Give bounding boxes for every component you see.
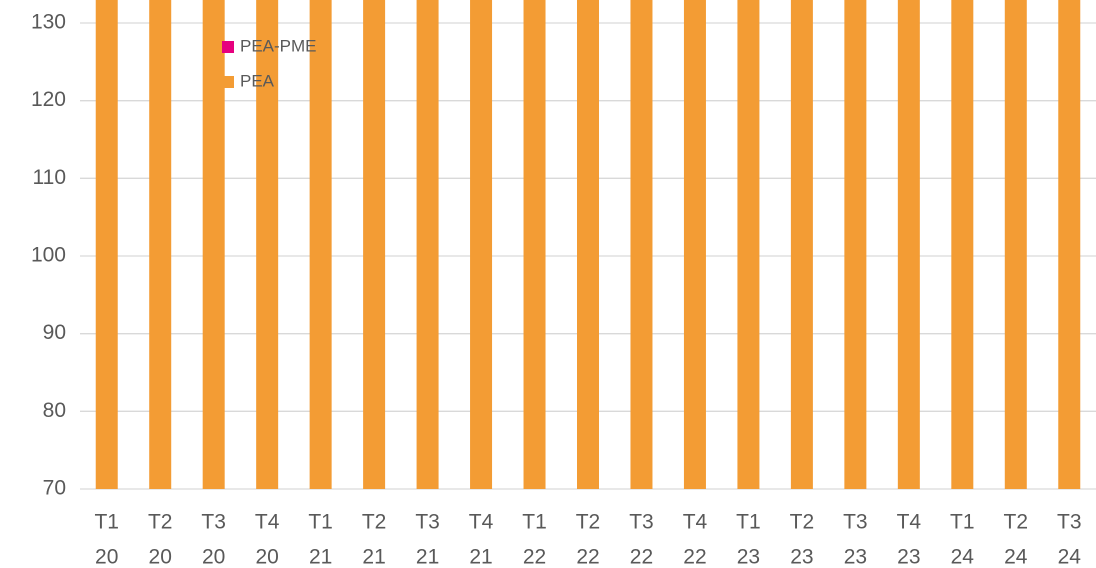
legend-text: PEA [240,71,275,90]
legend-text: PEA-PME [240,36,317,55]
x-tick-label: T2 [362,511,387,534]
x-tick-label: T1 [308,511,333,534]
x-tick-label: T3 [843,511,868,534]
x-tick-label: T2 [1004,511,1029,534]
x-tick-label: T2 [148,511,173,534]
x-tick-label: T4 [255,511,280,534]
x-tick-label: 23 [737,546,760,568]
x-tick-label: 20 [149,546,172,568]
x-tick-label: T3 [629,511,654,534]
x-tick-label: T3 [1057,511,1082,534]
x-tick-label: 22 [523,546,546,568]
bar-segment [202,0,225,489]
legend-swatch [222,41,234,53]
x-tick-label: T1 [950,511,975,534]
y-tick-label: 130 [31,11,66,34]
bar-segment [897,0,920,489]
x-tick-label: 23 [897,546,920,568]
bar-segment [790,0,813,489]
x-tick-label: 21 [309,546,332,568]
x-tick-label: 24 [951,546,975,568]
bar-segment [1004,0,1027,490]
bar-segment [1058,0,1081,489]
x-tick-label: 23 [844,546,867,568]
bar-segment [256,0,279,490]
x-tick-label: T1 [736,511,761,534]
legend-swatch [222,76,234,88]
x-tick-label: 22 [576,546,599,568]
bar-segment [951,0,974,489]
y-tick-label: 110 [33,166,66,189]
x-tick-label: 20 [95,546,118,568]
bar-segment [95,0,118,490]
x-tick-label: T3 [415,511,440,534]
bar-segment [470,0,493,490]
bar-segment [630,0,653,490]
bar-segment [309,0,332,489]
x-tick-label: 23 [790,546,813,568]
x-tick-label: T3 [201,511,226,534]
x-tick-label: T2 [790,511,815,534]
bar-segment [363,0,386,489]
x-tick-label: 21 [469,546,492,568]
x-tick-label: T2 [576,511,601,534]
x-tick-label: T4 [469,511,494,534]
bar-segment [683,0,706,490]
x-tick-label: 24 [1004,546,1028,568]
bar-segment [577,0,599,489]
x-tick-label: 21 [362,546,385,568]
x-tick-label: 22 [630,546,653,568]
x-tick-label: T4 [683,511,708,534]
y-tick-label: 100 [31,244,66,267]
y-tick-label: 120 [31,88,66,111]
bar-segment [844,0,867,489]
x-tick-label: 24 [1058,546,1082,568]
y-tick-label: 80 [43,399,66,422]
x-tick-label: 20 [255,546,278,568]
x-tick-label: T1 [94,511,119,534]
bar-segment [149,0,172,489]
bar-segment [416,0,439,490]
y-tick-label: 70 [43,477,66,500]
x-tick-label: 21 [416,546,439,568]
y-tick-label: 90 [43,321,66,344]
bar-segment [737,0,760,490]
x-tick-label: T1 [522,511,547,534]
x-tick-label: T4 [897,511,922,534]
x-tick-label: 22 [683,546,706,568]
x-tick-label: 20 [202,546,225,568]
bar-segment [523,0,546,489]
